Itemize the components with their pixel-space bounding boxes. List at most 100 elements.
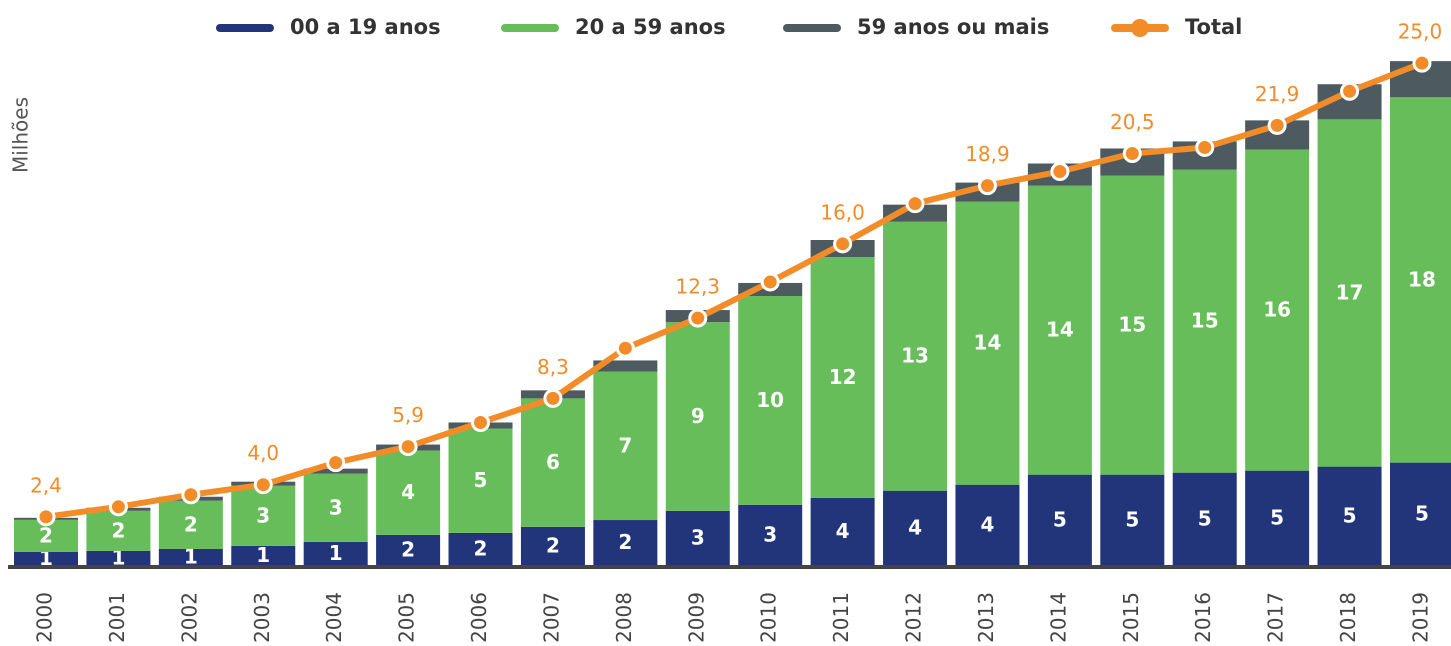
bar-label: 3 [329,495,343,519]
bar-label: 10 [756,388,784,412]
bar-label: 7 [618,433,632,457]
x-tick-label: 2000 [33,592,57,643]
legend-label: 00 a 19 anos [290,15,441,39]
total-point [833,234,853,254]
bar-segment [1027,185,1092,475]
bar-segment [376,534,441,565]
bar-label: 16 [1263,298,1291,322]
x-tick-label: 2007 [539,592,563,643]
bar-label: 1 [39,546,53,570]
bar-segment [955,484,1020,565]
total-point [1122,143,1142,163]
x-tick-label: 2008 [612,592,636,643]
total-point [1050,162,1070,182]
bar-label: 2 [401,537,415,561]
total-point [1195,137,1215,157]
bar-segment [1245,470,1310,565]
bar-label: 13 [901,344,929,368]
bar-segment [86,550,151,565]
bar-segment [810,257,875,498]
bar-label: 4 [836,519,850,543]
x-tick-label: 2001 [105,592,129,643]
total-point [905,194,925,214]
bar-label: 5 [1270,505,1284,529]
bar-segment [1100,175,1165,475]
total-point [36,507,56,527]
bar-label: 4 [401,480,415,504]
bar-segment [593,360,658,372]
x-tick-label: 2006 [467,592,491,643]
bar-segment [1172,472,1237,565]
bar-segment [593,520,658,565]
bar-label: 2 [474,536,488,560]
total-label: 5,9 [392,403,424,427]
total-point [1412,53,1432,73]
legend-dot [1131,19,1149,37]
bar-label: 18 [1408,267,1436,291]
bar-label: 2 [546,533,560,557]
bar-segment [1245,149,1310,471]
bar-segment [231,545,296,565]
bar-segment [883,221,948,491]
bar-segment [376,450,441,535]
bar-segment [593,371,658,521]
total-point [1340,81,1360,101]
x-tick-label: 2002 [177,592,201,643]
total-label: 4,0 [247,441,279,465]
bar-label: 9 [691,404,705,428]
bar-segment [14,551,78,565]
x-tick-label: 2011 [829,592,853,643]
x-tick-label: 2014 [1046,592,1070,643]
bar-label: 5 [1343,503,1357,527]
total-point [253,475,273,495]
bar-segment [86,510,151,551]
bar-segment [1027,474,1092,565]
x-tick-label: 2015 [1119,592,1143,643]
bar-label: 5 [1125,507,1139,531]
bar-segment [1172,169,1237,473]
total-point [108,497,128,517]
total-point [977,176,997,196]
bar-label: 1 [184,544,198,568]
bar-label: 3 [256,503,270,527]
bar-label: 15 [1191,309,1219,333]
total-label: 12,3 [676,275,721,299]
x-tick-label: 2003 [250,592,274,643]
bar-label: 1 [111,545,125,569]
bar-segment [1389,462,1451,565]
total-point [326,453,346,473]
y-axis-label: Milhões [9,97,33,173]
total-point [181,485,201,505]
bar-segment [883,204,948,222]
bar-segment [1317,466,1382,565]
total-point [688,308,708,328]
bar-segment [810,497,875,565]
total-label: 20,5 [1110,110,1155,134]
total-label: 2,4 [30,473,62,497]
bar-segment [1389,97,1451,463]
bar-segment [1100,474,1165,565]
legend-label: 20 a 59 anos [575,15,726,39]
total-label: 16,0 [820,200,865,224]
x-tick-label: 2019 [1408,592,1432,643]
bar-label: 1 [256,543,270,567]
bar-segment [738,296,803,505]
x-tick-label: 2004 [322,592,346,643]
bar-segment [303,473,368,542]
total-label: 8,3 [537,355,569,379]
bar-label: 3 [763,522,777,546]
bar-segment [303,541,368,565]
bar-segment [520,398,585,527]
x-tick-label: 2009 [684,592,708,643]
bar-label: 1 [329,541,343,565]
bar-segment [158,500,223,549]
bar-label: 5 [1415,501,1429,525]
x-tick-label: 2012 [902,592,926,643]
bar-segment [158,548,223,565]
x-tick-label: 2013 [974,592,998,643]
bar-label: 2 [111,518,125,542]
bar-label: 5 [474,468,488,492]
total-point [398,437,418,457]
bar-label: 14 [1046,318,1074,342]
